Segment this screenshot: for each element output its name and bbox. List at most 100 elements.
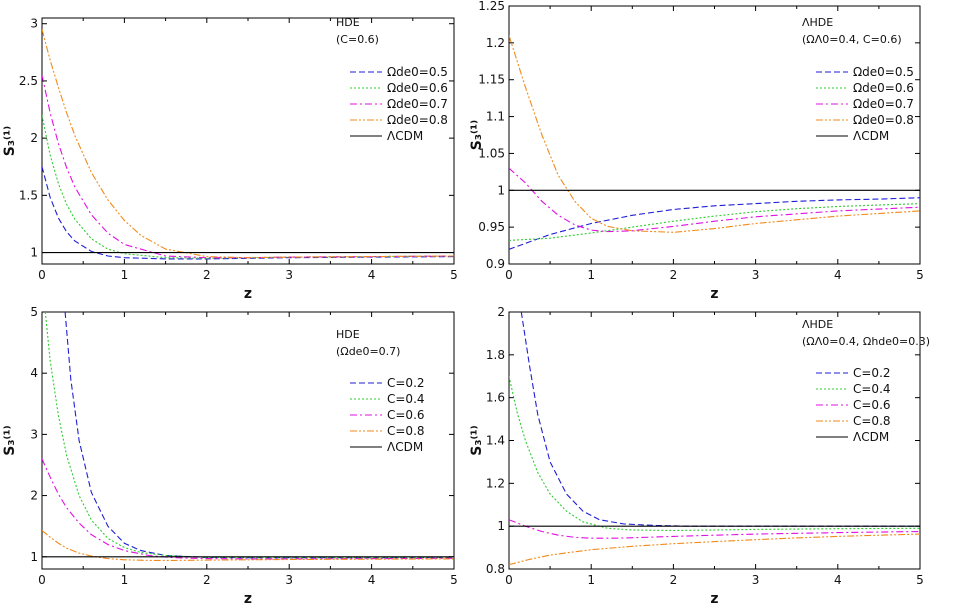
y-tick-label: 1 [30,246,38,260]
y-tick-label: 1.05 [478,146,505,160]
chart-annotation: HDE [336,328,360,341]
y-tick-label: 4 [30,366,38,380]
chart-annotation: ΛHDE [802,16,833,29]
y-tick-label: 3 [30,17,38,31]
series-line-0 [64,312,454,559]
series-line-2 [509,519,920,539]
y-axis-label: S₃⁽¹⁾ [469,120,485,150]
x-tick-label: 3 [285,573,293,587]
y-tick-label: 1.2 [486,36,505,50]
x-tick-label: 1 [587,573,595,587]
legend-entry-label: C=0.8 [853,414,891,428]
y-tick-label: 1.15 [478,73,505,87]
y-tick-label: 1 [497,519,505,533]
x-tick-label: 5 [450,573,458,587]
y-axis-label: S₃⁽¹⁾ [2,425,18,455]
y-tick-label: 2 [30,489,38,503]
chart-annotation: ΛHDE [802,318,833,331]
x-tick-label: 4 [368,268,376,282]
x-tick-label: 2 [670,573,678,587]
series-line-3 [42,530,454,561]
series-line-3 [509,533,920,566]
x-axis-label: z [244,591,252,607]
y-tick-label: 2.5 [19,74,38,88]
series-line-3 [42,29,454,259]
x-tick-label: 1 [121,268,129,282]
legend-entry-label: C=0.2 [853,366,891,380]
x-tick-label: 1 [587,268,595,282]
series-line-1 [509,376,920,532]
x-tick-label: 0 [505,573,513,587]
x-tick-label: 4 [834,268,842,282]
y-tick-label: 0.9 [486,257,505,271]
chart-annotation: (Ωde0=0.7) [336,345,400,358]
x-tick-label: 5 [916,268,924,282]
chart-annotation: (ΩΛ0=0.4, C=0.6) [802,33,902,46]
y-tick-label: 1.2 [486,476,505,490]
x-tick-label: 4 [368,573,376,587]
series-line-0 [42,166,454,260]
legend-entry-label: Ωde0=0.7 [853,97,914,111]
series-line-2 [509,167,920,233]
x-axis-label: z [710,286,718,302]
legend-entry-label: Ωde0=0.7 [387,97,448,111]
y-tick-label: 1 [497,183,505,197]
y-tick-label: 3 [30,427,38,441]
legend-entry-label: C=0.2 [387,376,425,390]
x-axis-label: z [710,591,718,607]
legend-entry-label: Ωde0=0.6 [387,81,448,95]
x-tick-label: 3 [752,573,760,587]
legend-entry-label: C=0.6 [853,398,891,412]
y-tick-label: 2 [30,131,38,145]
y-tick-label: 0.95 [478,220,505,234]
x-tick-label: 4 [834,573,842,587]
legend-entry-label: Ωde0=0.5 [853,65,914,79]
chart-annotation: (C=0.6) [336,33,379,46]
series-line-3 [509,35,920,233]
y-tick-label: 1 [30,550,38,564]
y-tick-label: 0.8 [486,562,505,576]
y-tick-label: 1.25 [478,0,505,13]
x-axis-label: z [244,286,252,302]
y-tick-label: 1.1 [486,110,505,124]
legend-entry-label: C=0.4 [387,392,425,406]
y-axis-label: S₃⁽¹⁾ [469,425,485,455]
chart-panel-top-left: 0 1 2 3 4 511.522.53zS₃⁽¹⁾HDE(C=0.6)Ωde0=0.5Ω… [2,16,458,302]
x-tick-label: 2 [203,268,211,282]
chart-annotation: HDE [336,16,360,29]
y-tick-label: 1.8 [486,348,505,362]
legend-entry-label: C=0.6 [387,408,425,422]
series-line-2 [42,75,454,259]
series-line-2 [42,458,454,560]
series-line-1 [509,203,920,241]
y-tick-label: 2 [497,305,505,319]
x-tick-label: 2 [670,268,678,282]
legend-entry-label: ΛCDM [387,440,423,454]
y-axis-label: S₃⁽¹⁾ [2,126,18,156]
legend-entry-label: Ωde0=0.5 [387,65,448,79]
chart-annotation: (ΩΛ0=0.4, Ωhde0=0.3) [802,335,930,348]
legend-entry-label: Ωde0=0.8 [853,113,914,127]
y-tick-label: 1.4 [486,434,505,448]
legend-entry-label: C=0.8 [387,424,425,438]
series-group [42,312,454,561]
x-tick-label: 3 [752,268,760,282]
y-tick-label: 5 [30,305,38,319]
x-tick-label: 3 [285,268,293,282]
chart-panel-bottom-left: 0 1 2 3 4 512345zS₃⁽¹⁾HDE(Ωde0=0.7)C=0.2C=0.4… [2,305,458,607]
x-tick-label: 0 [505,268,513,282]
x-tick-label: 1 [121,573,129,587]
legend-entry-label: ΛCDM [853,129,889,143]
legend-entry-label: Ωde0=0.6 [853,81,914,95]
series-group [509,312,920,566]
legend-entry-label: C=0.4 [853,382,891,396]
x-tick-label: 0 [38,268,46,282]
series-group [509,35,920,250]
legend-entry-label: ΛCDM [853,430,889,444]
series-group [42,29,454,260]
chart-panel-top-right: 0 1 2 3 4 5 0.9 0.95 1 1.05 1.1 1.15 1.2 1.25 z S₃⁽¹⁾ ΛH… [469,0,924,302]
legend-entry-label: ΛCDM [387,129,423,143]
x-tick-label: 2 [203,573,211,587]
legend-entry-label: Ωde0=0.8 [387,113,448,127]
